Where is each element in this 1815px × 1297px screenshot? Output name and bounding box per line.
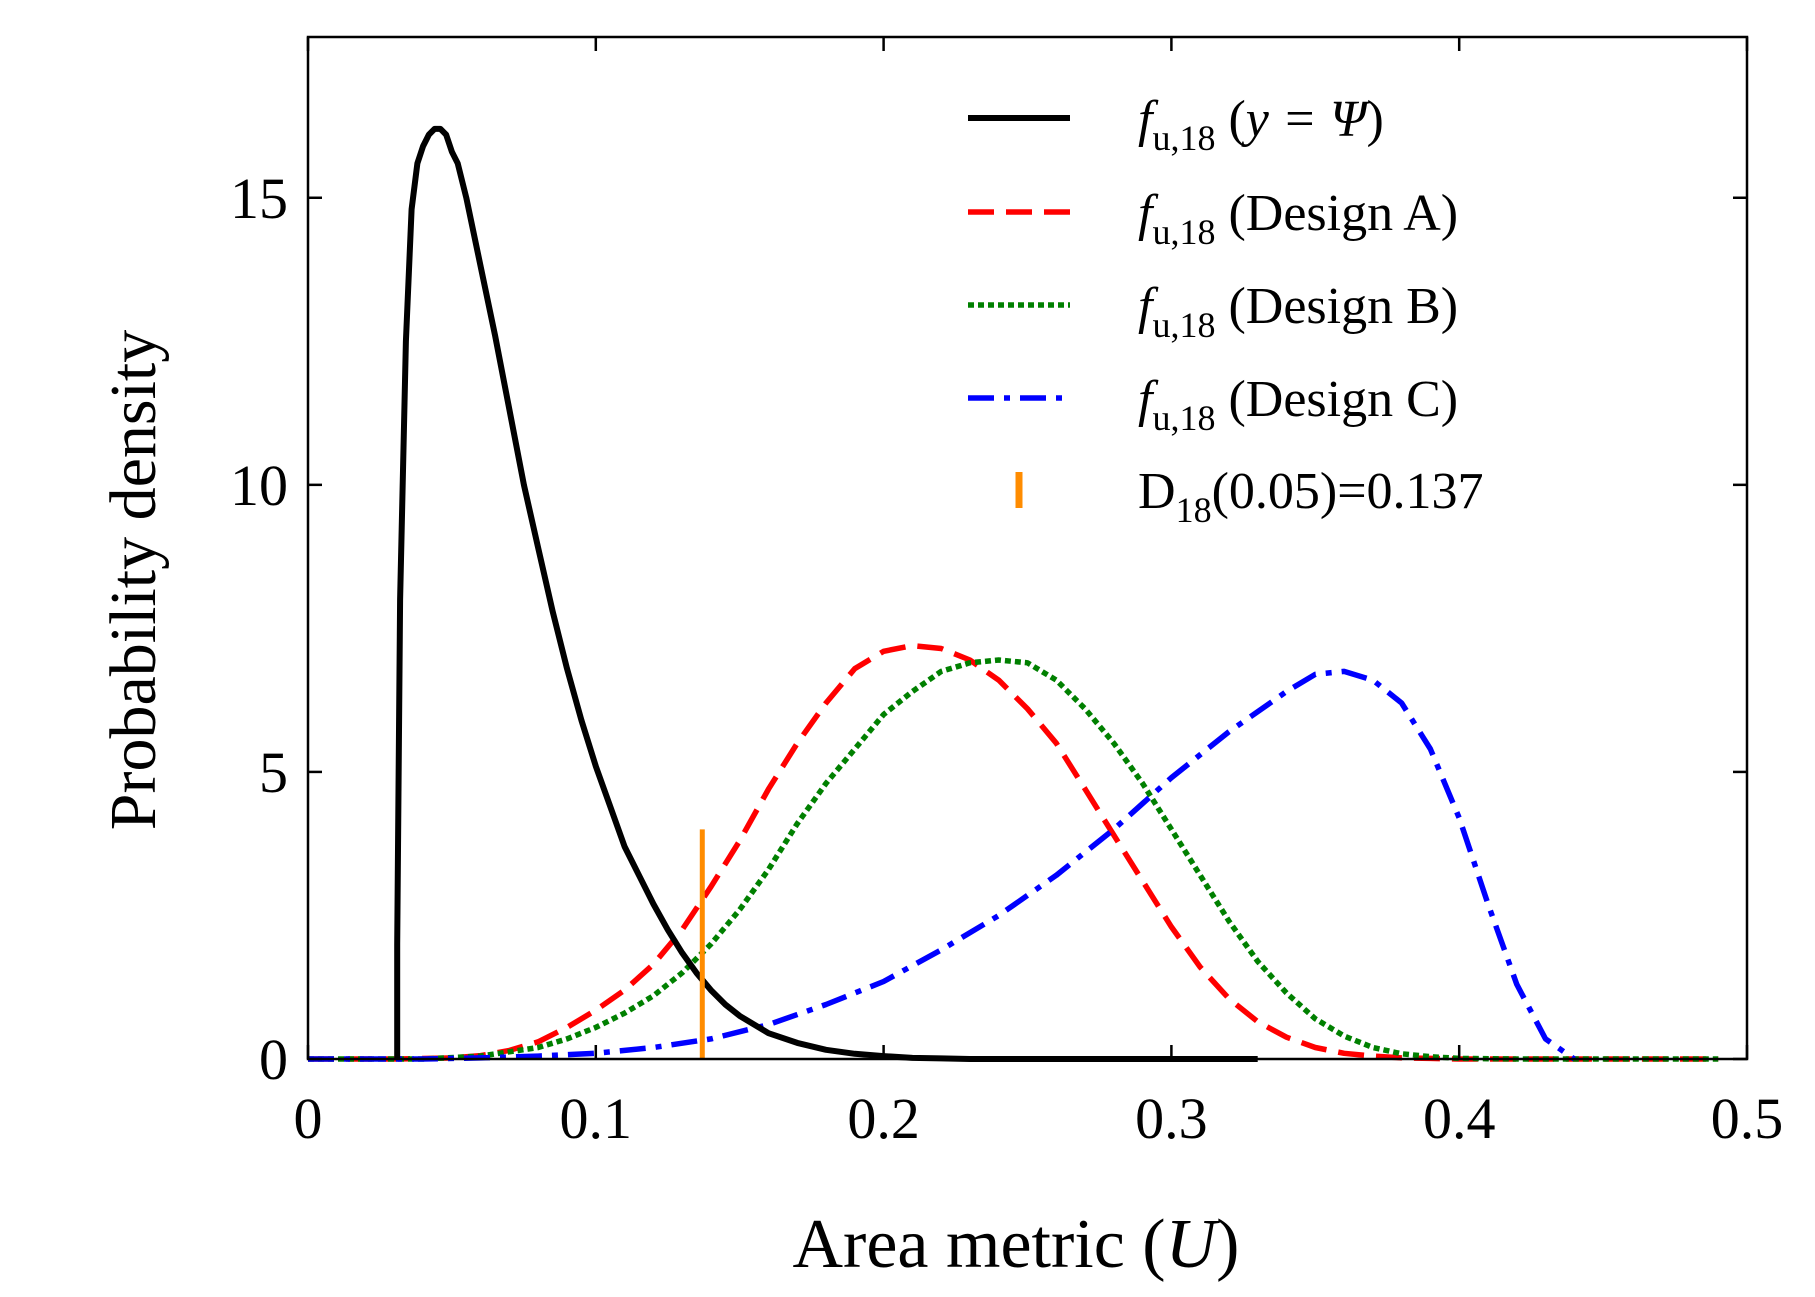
y-tick-label: 15 bbox=[230, 166, 288, 231]
legend-label-3: fu,18 (Design C) bbox=[1138, 371, 1458, 438]
legend-label-1: fu,18 (Design A) bbox=[1138, 185, 1458, 252]
series-line-2 bbox=[308, 657, 1719, 1062]
x-tick-label: 0.2 bbox=[847, 1086, 920, 1151]
legend-label-2: fu,18 (Design B) bbox=[1138, 278, 1458, 345]
plot-area bbox=[306, 35, 1749, 1062]
y-axis-label: Probability density bbox=[97, 330, 170, 830]
y-tick-label: 5 bbox=[259, 740, 288, 805]
legend: fu,18 (y = Ψ) fu,18 (Design A) fu,18 (Desi… bbox=[968, 91, 1484, 530]
x-tick-label: 0.4 bbox=[1423, 1086, 1496, 1151]
x-axis-label: Area metric (U) bbox=[793, 1206, 1240, 1283]
ticks-layer bbox=[306, 37, 1749, 1061]
legend-label-marker: D18(0.05)=0.137 bbox=[1138, 463, 1484, 530]
x-tick-label: 0 bbox=[294, 1086, 323, 1151]
x-tick-labels: 0 0.1 0.2 0.3 0.4 0.5 bbox=[294, 1086, 1784, 1151]
x-tick-label: 0.3 bbox=[1135, 1086, 1208, 1151]
series-line-1 bbox=[308, 642, 1719, 1062]
y-tick-labels: 0 5 10 15 bbox=[230, 166, 288, 1092]
legend-label-0: fu,18 (y = Ψ) bbox=[1138, 91, 1384, 158]
y-tick-label: 0 bbox=[259, 1027, 288, 1092]
x-tick-label: 0.5 bbox=[1711, 1086, 1784, 1151]
series-line-3 bbox=[308, 668, 1576, 1062]
series-layer bbox=[308, 125, 1719, 1062]
y-tick-label: 10 bbox=[230, 453, 288, 518]
x-tick-label: 0.1 bbox=[560, 1086, 633, 1151]
series-line-0 bbox=[394, 125, 1258, 1062]
axes-frame bbox=[306, 35, 1749, 1061]
